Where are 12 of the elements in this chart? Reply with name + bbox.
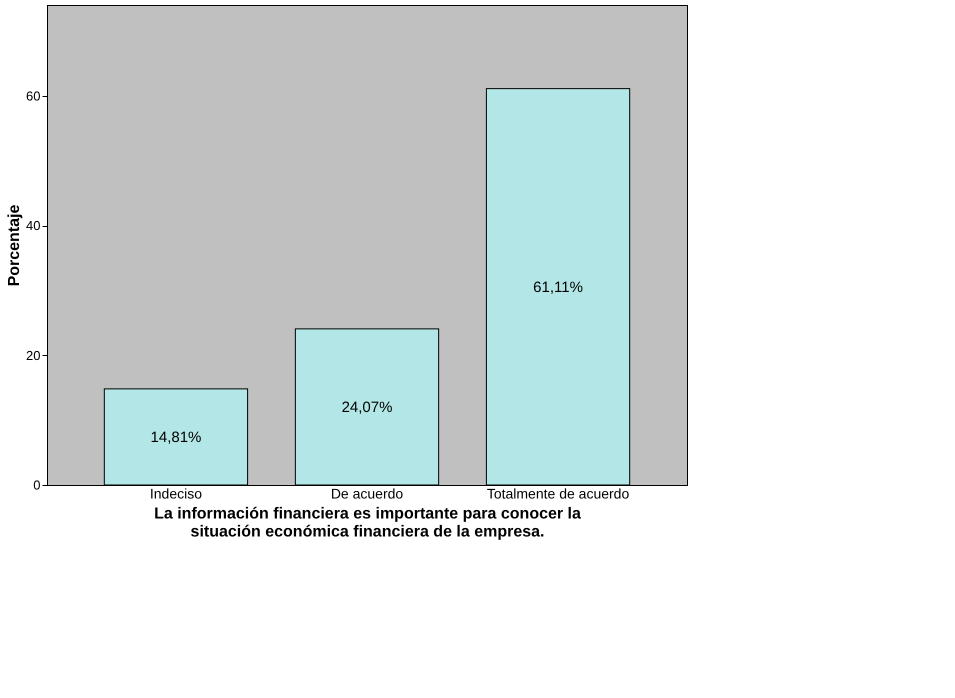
y-tick-label: 20 xyxy=(26,348,40,363)
y-tick-label: 40 xyxy=(26,218,40,234)
y-tick-label: 0 xyxy=(33,478,40,492)
y-axis-title: Porcentaje xyxy=(6,204,24,286)
data-label: 24,07% xyxy=(342,398,392,416)
data-label: 61,11% xyxy=(533,278,583,296)
x-tick-label: Totalmente de acuerdo xyxy=(486,486,630,502)
x-axis-title: La información financiera es importante para conocer la situación económica financiera de la empresa. xyxy=(154,506,581,540)
x-tick-label: Indeciso xyxy=(150,486,202,502)
y-tick-label: 60 xyxy=(26,88,40,104)
data-label: 14,81% xyxy=(150,428,202,446)
x-tick-label: De acuerdo xyxy=(330,486,404,502)
